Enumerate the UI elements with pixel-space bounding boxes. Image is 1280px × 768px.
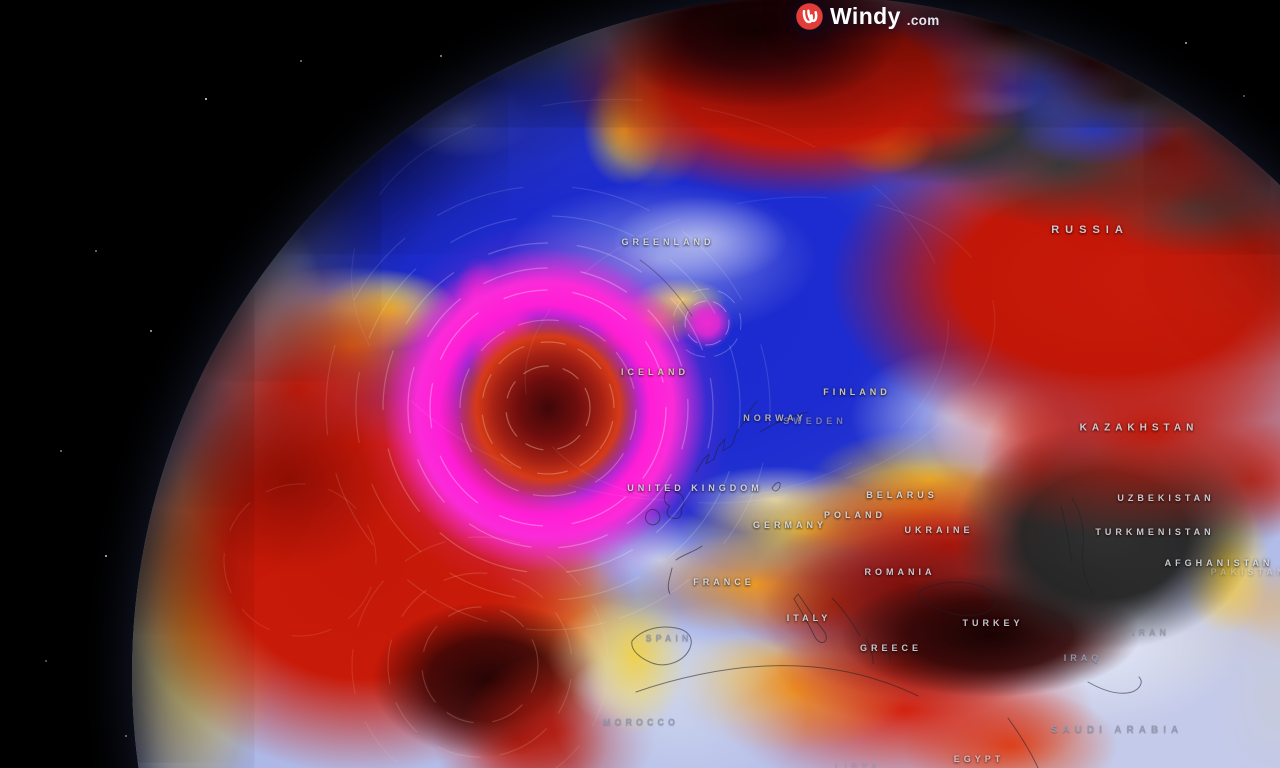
star-dot [125, 735, 127, 737]
windy-swoosh-icon [795, 2, 824, 31]
star-dot [60, 450, 62, 452]
globe-weather-map[interactable] [132, 0, 1280, 768]
star-dot [95, 250, 97, 252]
windy-logo[interactable]: Windy .com [795, 2, 940, 31]
star-dot [150, 330, 152, 332]
star-dot [105, 555, 107, 557]
star-dot [440, 55, 442, 57]
star-dot [1185, 42, 1187, 44]
star-dot [300, 60, 302, 62]
brand-name: Windy [830, 3, 901, 29]
star-dot [45, 660, 47, 662]
star-dot [1243, 95, 1245, 97]
globe-limb-shading [132, 0, 1280, 768]
brand-tld: .com [906, 12, 940, 28]
star-dot [205, 98, 207, 100]
